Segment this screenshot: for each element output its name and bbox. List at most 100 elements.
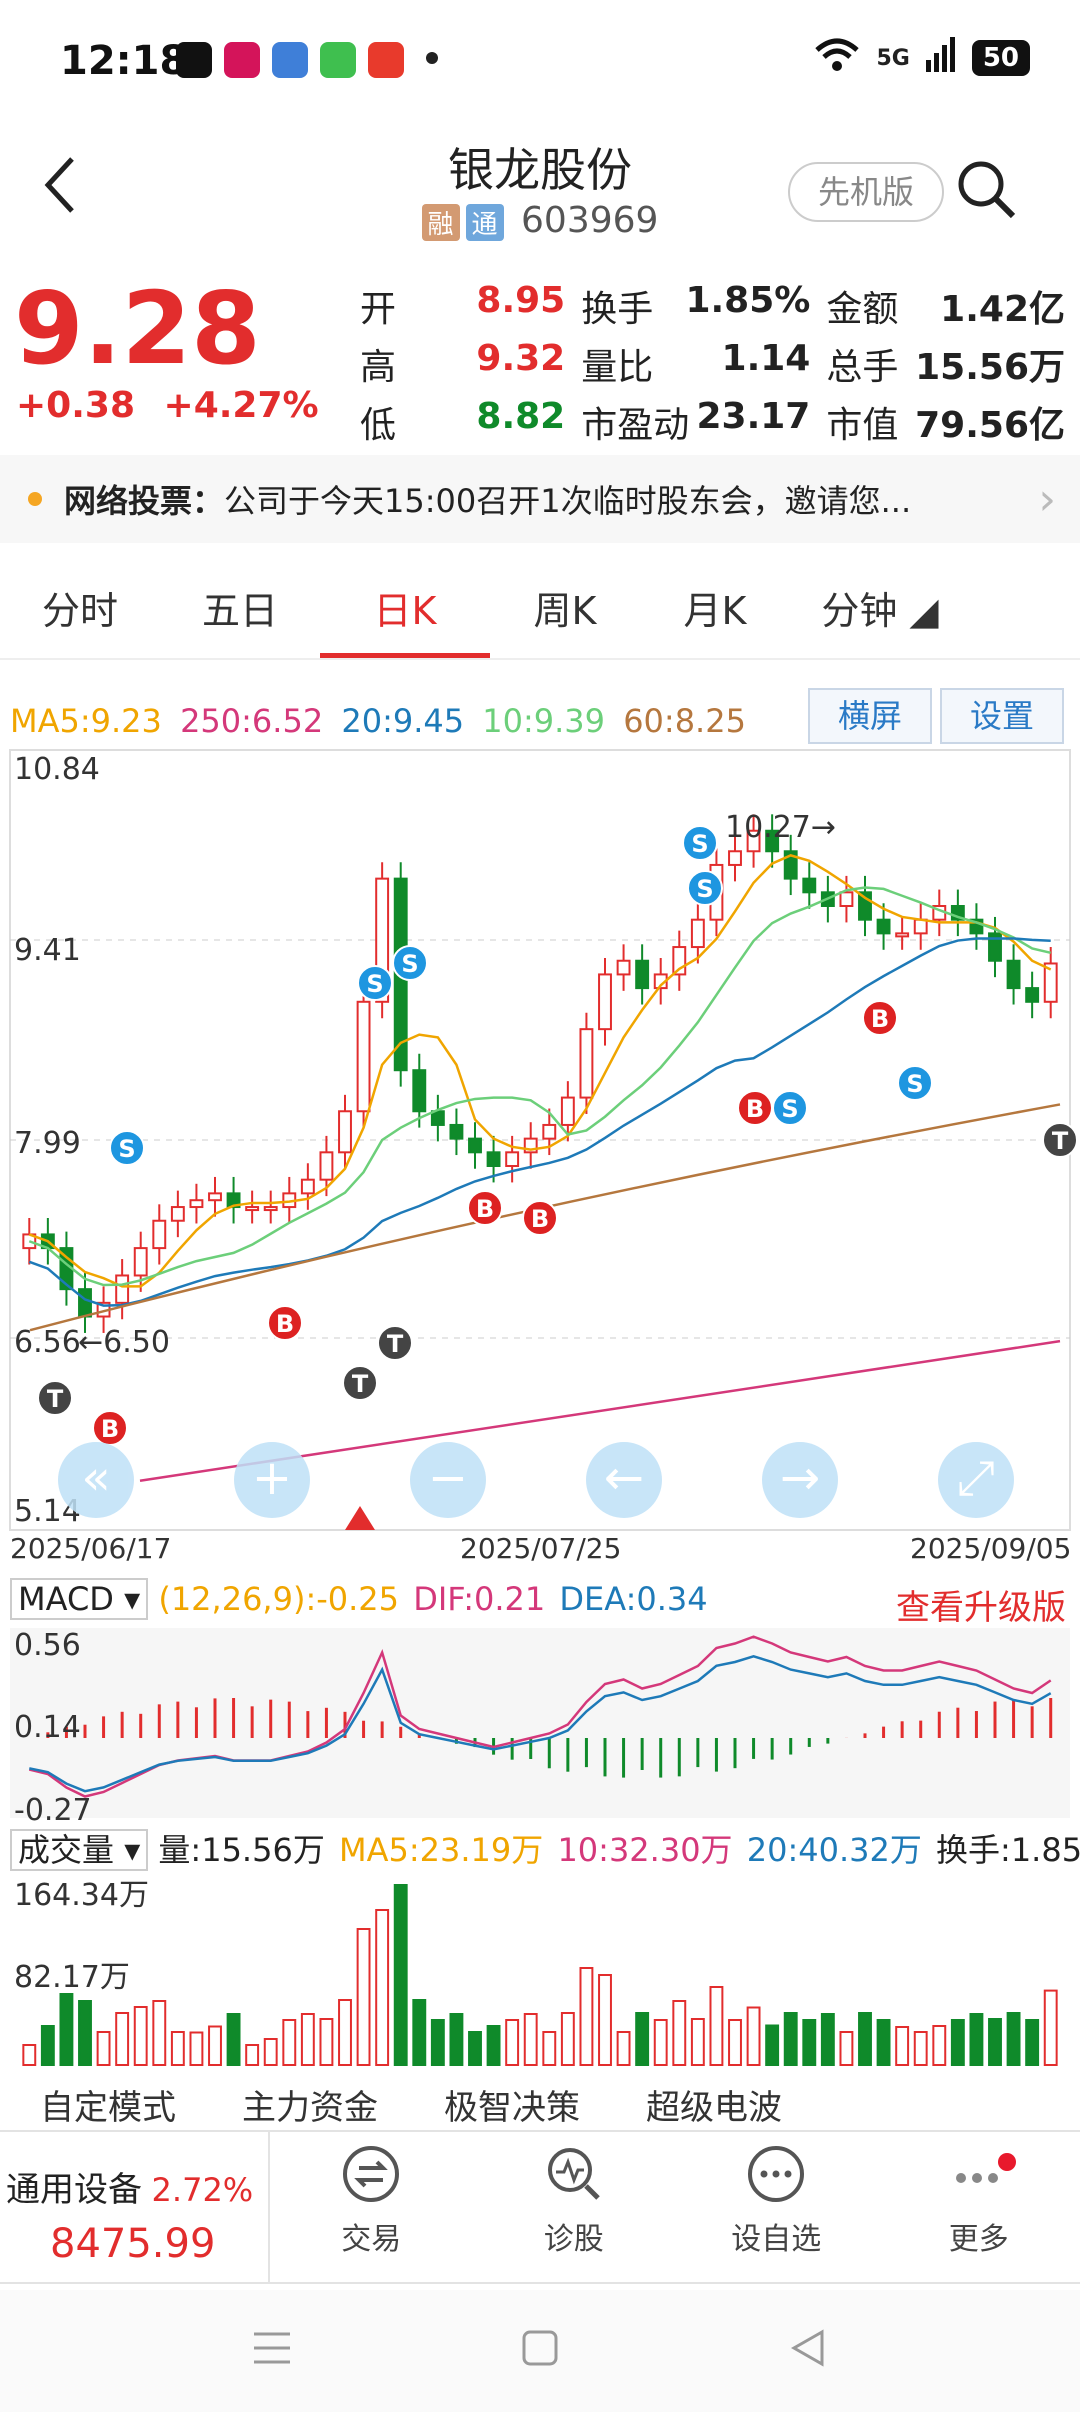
- index-widget[interactable]: 通用设备 2.72% 8475.99: [0, 2132, 270, 2282]
- tab-super-wave[interactable]: 超级电波: [646, 2088, 782, 2128]
- tab-smart-decision[interactable]: 极智决策: [444, 2088, 580, 2128]
- quote-value: 9.32: [476, 338, 566, 379]
- ma-legend: MA5:9.23 250:6.52 20:9.45 10:9.39 60:8.2…: [10, 702, 746, 740]
- menu-icon[interactable]: [250, 2326, 294, 2370]
- volume-bar: [393, 1884, 408, 2066]
- quote-label: 市值: [826, 405, 899, 446]
- svg-text:S: S: [401, 950, 418, 978]
- watchlist-label: 设自选: [731, 2222, 822, 2257]
- fullscreen-button[interactable]: ⤢: [938, 1442, 1014, 1518]
- tab-month-k[interactable]: 月K: [683, 589, 747, 633]
- volume-ma10: 10:32.30万: [557, 1831, 733, 1869]
- more-button[interactable]: 更多: [878, 2132, 1080, 2282]
- tab-day-k[interactable]: 日K: [320, 560, 490, 658]
- network-label: 5G: [876, 45, 910, 71]
- quote-label: 高: [360, 347, 397, 388]
- trade-button[interactable]: 交易: [270, 2132, 473, 2282]
- svg-text:S: S: [906, 1070, 923, 1098]
- volume-bar: [635, 2012, 650, 2066]
- macd-dea: DEA:0.34: [559, 1580, 708, 1618]
- chevron-right-icon: ›: [1038, 473, 1056, 525]
- add-watchlist-button[interactable]: 设自选: [675, 2132, 878, 2282]
- zoom-in-button[interactable]: +: [234, 1442, 310, 1518]
- candle-body: [338, 1110, 352, 1154]
- quote-row: 高 9.32 量比 1.14 总手 15.56万: [360, 338, 1065, 390]
- chart-app-icon: [368, 42, 404, 78]
- quote-cell: 市值 79.56亿: [826, 396, 1065, 448]
- upgrade-link[interactable]: 查看升级版: [896, 1588, 1066, 1628]
- candle-body: [616, 959, 631, 976]
- notice-dot-icon: [28, 492, 42, 506]
- tab-minute[interactable]: 分钟 ◢: [821, 589, 939, 633]
- buy-marker: B: [522, 1200, 558, 1236]
- back-nav-icon[interactable]: [786, 2326, 830, 2370]
- candle-body: [1025, 987, 1040, 1003]
- home-icon[interactable]: [518, 2326, 562, 2370]
- candle-body: [560, 1096, 575, 1126]
- notice-banner[interactable]: 网络投票： 公司于今天15:00召开1次临时股东会，邀请您... ›: [0, 455, 1080, 543]
- volume-bar: [988, 2018, 1002, 2066]
- change-percent: +4.27%: [163, 385, 319, 426]
- volume-bar: [152, 2000, 167, 2066]
- ma5-label: MA5:9.23: [10, 702, 162, 740]
- tab-main-funds[interactable]: 主力资金: [242, 2088, 378, 2128]
- macd-selector[interactable]: MACD ▾: [10, 1578, 149, 1620]
- volume-bar: [746, 2006, 761, 2066]
- ma20-label: 20:9.45: [341, 702, 465, 740]
- chart-settings-button[interactable]: 设置: [940, 688, 1064, 744]
- volume-bar: [542, 2031, 557, 2066]
- ma10-line: [28, 886, 1051, 1287]
- sell-marker: S: [682, 825, 718, 861]
- tab-intraday[interactable]: 分时: [41, 589, 118, 633]
- candle-body: [78, 1288, 92, 1318]
- high-annotation: 10.27→: [725, 810, 837, 845]
- tab-week-k[interactable]: 周K: [533, 589, 597, 633]
- volume-selector[interactable]: 成交量 ▾: [10, 1829, 149, 1871]
- candle-body: [226, 1192, 241, 1209]
- back-button[interactable]: [40, 150, 80, 230]
- candle-body: [913, 918, 928, 935]
- macd-legend: MACD ▾ (12,26,9):-0.25 DIF:0.21 DEA:0.34: [10, 1578, 708, 1620]
- index-name: 通用设备: [6, 2170, 142, 2210]
- volume-tick: 164.34万: [14, 1878, 149, 1913]
- sell-marker: S: [109, 1130, 145, 1166]
- candle-body: [1043, 962, 1058, 1003]
- margin-tag: 融: [421, 203, 460, 241]
- diagnose-button[interactable]: 诊股: [473, 2132, 676, 2282]
- t-marker: T: [1042, 1122, 1078, 1158]
- indicator-tabs: 自定模式 主力资金 极智决策 超级电波: [0, 2080, 1080, 2129]
- scroll-left-fast-button[interactable]: «: [58, 1442, 134, 1518]
- bottom-toolbar: 通用设备 2.72% 8475.99 交易 诊股 设自选 更多: [0, 2130, 1080, 2284]
- scroll-left-button[interactable]: ←: [586, 1442, 662, 1518]
- tab-custom-mode[interactable]: 自定模式: [40, 2088, 176, 2128]
- scroll-right-button[interactable]: →: [762, 1442, 838, 1518]
- search-icon[interactable]: [955, 158, 1019, 226]
- candle-body: [579, 1028, 594, 1099]
- stock-code-row: 融通 603969: [0, 200, 1080, 241]
- candle-body: [858, 891, 872, 921]
- buy-marker: B: [467, 1190, 503, 1226]
- bank-app-icon: [224, 42, 260, 78]
- volume-value: 量:15.56万: [158, 1831, 325, 1869]
- sell-marker: S: [897, 1065, 933, 1101]
- volume-bar: [449, 2013, 464, 2066]
- volume-bar: [598, 1974, 612, 2066]
- sell-marker: S: [772, 1090, 808, 1126]
- volume-bar: [282, 2019, 297, 2066]
- x-tick-label: 2025/09/05: [910, 1532, 1072, 1565]
- diagnose-icon: [547, 2148, 600, 2200]
- candle-body: [505, 1151, 520, 1168]
- ma60-label: 60:8.25: [623, 702, 746, 740]
- advanced-version-button[interactable]: 先机版: [788, 162, 944, 222]
- tab-five-day[interactable]: 五日: [201, 589, 278, 633]
- svg-text:T: T: [387, 1330, 404, 1358]
- volume-bar: [765, 2024, 780, 2066]
- quote-value: 8.95: [476, 280, 566, 321]
- landscape-button[interactable]: 横屏: [808, 688, 932, 744]
- volume-bar: [616, 2031, 631, 2066]
- svg-text:S: S: [781, 1095, 798, 1123]
- trade-label: 交易: [341, 2222, 402, 2257]
- volume-bar: [876, 2019, 891, 2066]
- zoom-out-button[interactable]: −: [410, 1442, 486, 1518]
